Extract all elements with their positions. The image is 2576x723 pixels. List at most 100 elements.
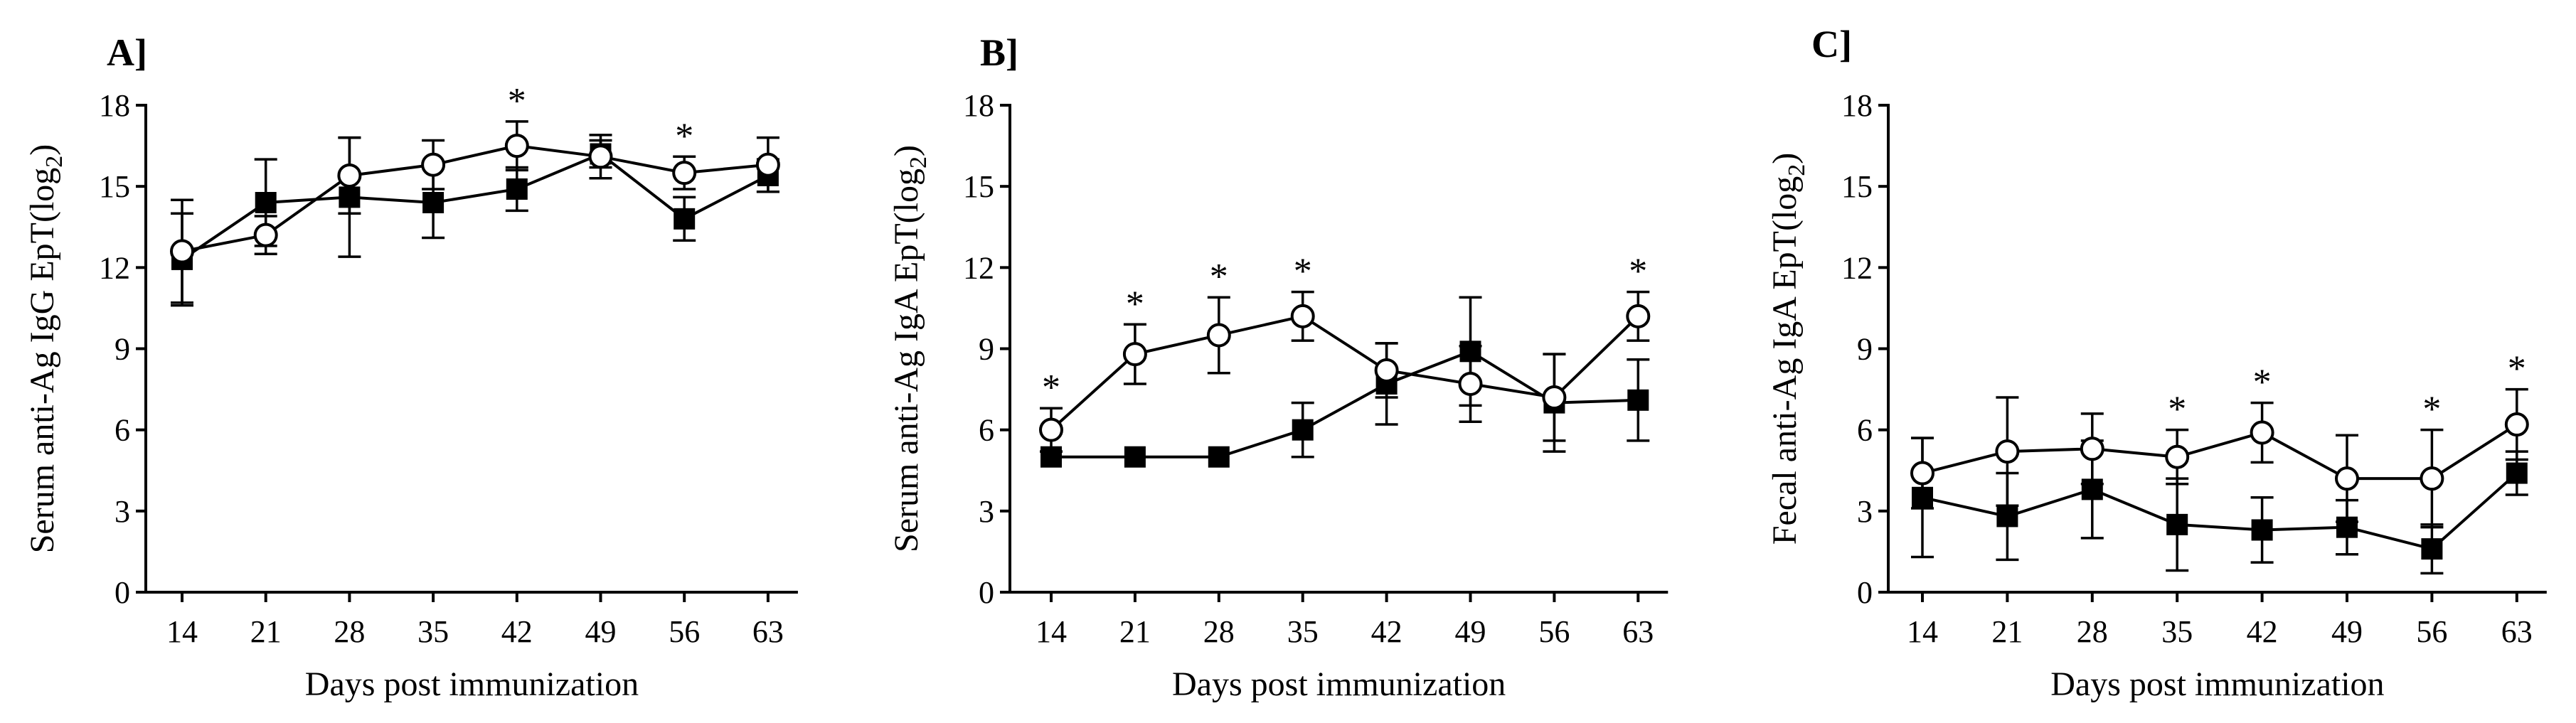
data-point-circle xyxy=(2250,420,2274,445)
data-point-square xyxy=(2081,478,2103,500)
data-point-square xyxy=(674,208,696,230)
x-tick-label: 35 xyxy=(417,614,449,649)
x-tick-label: 14 xyxy=(1036,614,1067,649)
data-point-circle xyxy=(1626,304,1651,328)
y-tick-label: 15 xyxy=(99,169,130,204)
significance-star: * xyxy=(1294,252,1312,292)
data-point-square xyxy=(422,192,445,213)
data-point-circle xyxy=(1542,385,1567,409)
y-tick-label: 18 xyxy=(1841,88,1873,123)
x-tick-label: 56 xyxy=(1538,614,1570,649)
panel-label: A] xyxy=(107,31,147,74)
x-tick-label: 14 xyxy=(166,614,198,649)
y-axis-title: Serum anti-Ag IgG EpT(log2) xyxy=(23,144,68,554)
panel-label: B] xyxy=(980,31,1018,74)
data-point-circle xyxy=(1374,358,1399,382)
y-axis-title-main: Fecal anti-Ag IgA EpT(log xyxy=(1766,176,1804,545)
y-tick-label: 9 xyxy=(115,332,130,367)
data-point-circle xyxy=(2335,466,2359,491)
x-tick-label: 28 xyxy=(1203,614,1235,649)
x-tick-label: 63 xyxy=(2501,614,2533,649)
y-tick-label: 0 xyxy=(979,575,994,610)
x-axis-title: Days post immunization xyxy=(2050,665,2384,703)
significance-star: * xyxy=(1629,252,1647,292)
data-point-circle xyxy=(170,239,194,264)
x-tick-label: 35 xyxy=(2161,614,2193,649)
significance-star: * xyxy=(1126,284,1144,324)
y-tick-label: 18 xyxy=(99,88,130,123)
significance-star: * xyxy=(1210,257,1228,297)
data-point-square xyxy=(506,178,528,200)
x-tick-label: 21 xyxy=(1991,614,2023,649)
series-line-open-circle xyxy=(181,144,769,253)
x-tick-label: 63 xyxy=(1622,614,1654,649)
y-tick-label: 6 xyxy=(115,413,130,448)
series-line-filled-square xyxy=(181,152,769,261)
data-point-circle xyxy=(2504,412,2529,437)
x-tick-label: 28 xyxy=(2077,614,2108,649)
x-tick-label: 49 xyxy=(2331,614,2363,649)
y-axis-title-main: Serum anti-Ag IgA EpT(log xyxy=(888,168,925,552)
x-axis-title: Days post immunization xyxy=(1172,665,1506,703)
y-tick-label: 12 xyxy=(1841,250,1873,285)
data-point-circle xyxy=(421,152,446,177)
y-tick-label: 0 xyxy=(115,575,130,610)
data-point-circle xyxy=(755,152,780,177)
y-axis-title-subscript: 2 xyxy=(1784,164,1810,176)
x-tick-label: 21 xyxy=(1119,614,1151,649)
y-tick-label: 12 xyxy=(99,250,130,285)
y-axis-title-subscript: 2 xyxy=(41,156,68,168)
data-point-circle xyxy=(1995,439,2020,464)
data-point-circle xyxy=(2165,444,2190,469)
significance-star: * xyxy=(2508,349,2526,390)
significance-star: * xyxy=(675,116,693,156)
series-line-filled-square xyxy=(1922,472,2518,551)
data-point-circle xyxy=(1910,461,1934,486)
data-point-circle xyxy=(2420,466,2444,491)
significance-star: * xyxy=(2253,363,2272,403)
y-tick-label: 9 xyxy=(979,332,994,367)
significance-star: * xyxy=(508,81,526,122)
data-point-square xyxy=(1459,341,1481,363)
data-point-circle xyxy=(337,163,362,188)
y-axis-title-main: Serum anti-Ag IgG EpT(log xyxy=(23,168,61,554)
y-tick-label: 3 xyxy=(979,494,994,529)
series-line-open-circle xyxy=(1050,314,1639,432)
x-tick-label: 14 xyxy=(1907,614,1938,649)
data-point-circle xyxy=(1458,371,1483,396)
data-point-circle xyxy=(588,144,613,169)
x-tick-label: 49 xyxy=(1455,614,1486,649)
y-axis-title-subscript: 2 xyxy=(905,156,932,168)
data-point-square xyxy=(1208,446,1230,468)
data-point-circle xyxy=(1206,323,1231,348)
data-point-square xyxy=(255,192,277,213)
data-point-square xyxy=(1996,505,2018,527)
x-tick-label: 56 xyxy=(669,614,700,649)
data-point-square xyxy=(2166,513,2188,535)
data-point-square xyxy=(339,186,361,208)
y-tick-label: 6 xyxy=(1857,413,1873,448)
data-point-circle xyxy=(1122,342,1147,367)
data-point-square xyxy=(2506,462,2528,484)
y-axis-title-close: ) xyxy=(23,144,61,156)
data-point-circle xyxy=(1290,304,1315,328)
y-axis-title: Fecal anti-Ag IgA EpT(log2) xyxy=(1766,153,1810,545)
y-tick-label: 6 xyxy=(979,413,994,448)
y-tick-label: 15 xyxy=(963,169,994,204)
x-tick-label: 56 xyxy=(2416,614,2447,649)
data-point-square xyxy=(1627,389,1649,411)
y-tick-label: 12 xyxy=(963,250,994,285)
significance-star: * xyxy=(2168,390,2186,430)
data-point-square xyxy=(1912,486,1933,508)
y-tick-label: 15 xyxy=(1841,169,1873,204)
chart-panel-3: 0 3 6 9 12 15 18 14 21 28 35 42 49 56 63 Days post immu… xyxy=(1766,23,2547,703)
y-axis-title-close: ) xyxy=(1766,153,1804,164)
x-tick-label: 21 xyxy=(250,614,282,649)
y-axis-title-close: ) xyxy=(888,145,925,156)
series-line-open-circle xyxy=(1922,423,2518,481)
data-point-square xyxy=(1292,419,1314,441)
x-tick-label: 35 xyxy=(1287,614,1319,649)
x-tick-label: 42 xyxy=(501,614,533,649)
y-tick-label: 9 xyxy=(1857,332,1873,367)
